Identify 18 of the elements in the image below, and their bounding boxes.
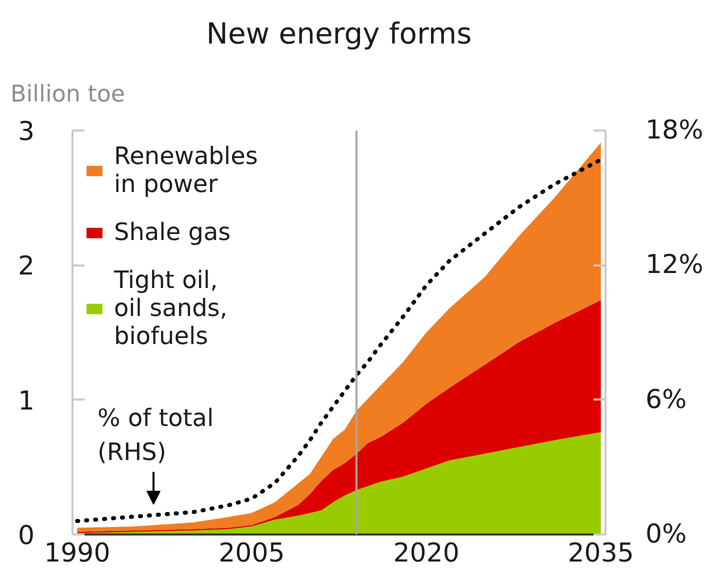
y-tick-label: 2 — [18, 252, 35, 282]
y-tick-label: 1 — [18, 386, 35, 416]
annotation: % of total (RHS) — [98, 404, 214, 466]
y2-tick-label: 18% — [646, 116, 704, 146]
legend-label: Shale gas — [114, 218, 231, 246]
y2-tick-label: 12% — [646, 250, 704, 280]
x-tick-label: 2005 — [218, 538, 285, 568]
y-axis-title: Billion toe — [10, 82, 126, 108]
chart-title: New energy forms — [206, 16, 472, 50]
legend-label: Renewables in power — [114, 142, 258, 198]
y-tick-label: 0 — [18, 521, 35, 551]
x-tick-label: 2035 — [568, 538, 634, 568]
y-tick-label: 3 — [18, 117, 35, 147]
legend-label: Tight oil, oil sands, biofuels — [114, 266, 228, 350]
x-tick-label: 1990 — [44, 538, 110, 568]
y2-tick-label: 6% — [646, 384, 687, 415]
x-tick-label: 2020 — [393, 538, 460, 568]
y2-tick-label: 0% — [646, 520, 687, 550]
